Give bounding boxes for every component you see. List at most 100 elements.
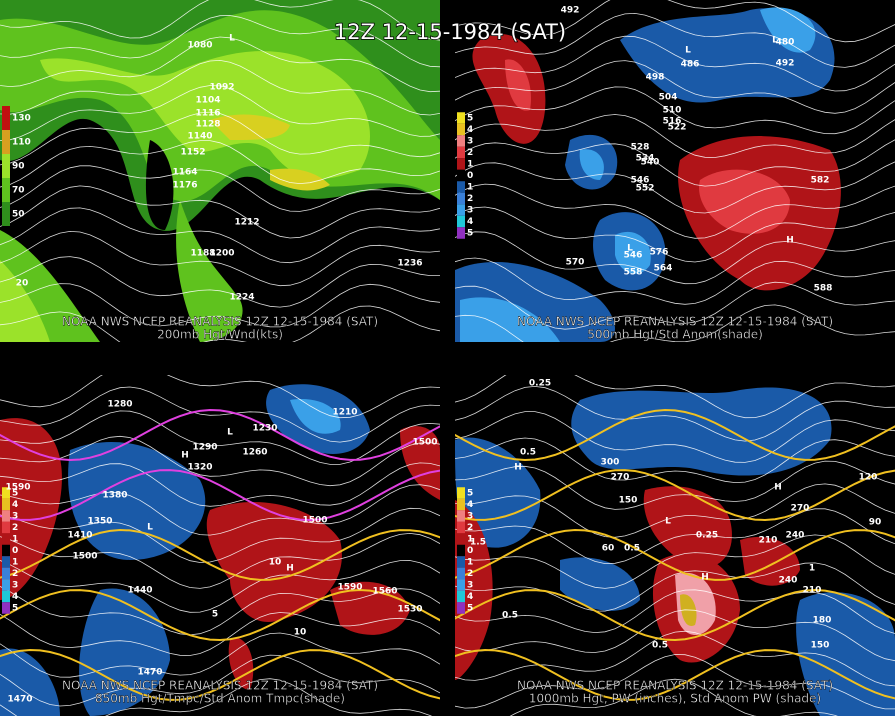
contour-label: 582: [811, 176, 830, 186]
contour: [455, 589, 895, 634]
contour-label: H: [181, 451, 189, 461]
legend-swatch: [457, 204, 465, 216]
contour: [0, 375, 440, 419]
contour-label: 1224: [229, 293, 254, 303]
contour-label: 1104: [195, 96, 220, 106]
contour-label: 1440: [127, 586, 152, 596]
isoline: [455, 588, 895, 642]
contour-label: 1: [809, 564, 815, 574]
contour-label: 1128: [195, 120, 220, 130]
contour-label: 1152: [180, 148, 205, 158]
legend-label: 3: [12, 512, 18, 522]
contour: [0, 59, 440, 116]
legend-swatch: [2, 130, 10, 154]
contour: [0, 585, 440, 636]
contour-label: L: [772, 36, 778, 46]
contour: [455, 35, 895, 92]
contour-label: 1320: [187, 463, 212, 473]
contour-label: 1410: [67, 531, 92, 541]
contour-label: 576: [650, 248, 669, 258]
legend-swatch: [457, 181, 465, 193]
subtitle: 850mb Hgt/Tmpc/Std Anom Tmpc(shade): [95, 692, 345, 706]
isoline: [0, 588, 440, 642]
contour-label: 1350: [87, 517, 112, 527]
contour-label: 210: [803, 586, 822, 596]
contour-label: 210: [759, 536, 778, 546]
legend-swatch: [457, 123, 465, 136]
contour: [455, 257, 895, 305]
isoline: [0, 408, 440, 462]
contour-label: 10: [294, 628, 307, 638]
contour: [0, 612, 440, 656]
panel-contours: [455, 375, 895, 716]
legend-label: 1: [12, 558, 18, 568]
contour-label: 20: [16, 279, 29, 289]
legend-swatch: [457, 192, 465, 205]
contour-label: 1212: [234, 218, 259, 228]
contour-label: H: [701, 573, 709, 583]
contour: [0, 410, 440, 465]
caption: NOAA NWS NCEP REANALYSIS 12Z 12-15-1984 …: [62, 315, 378, 329]
legend-label: 4: [12, 500, 18, 510]
contour-label: H: [774, 483, 782, 493]
contour-label: 1092: [209, 83, 234, 93]
legend-label: 0: [467, 546, 473, 556]
contour-label: 10: [269, 558, 282, 568]
contour: [0, 15, 440, 68]
contour-label: 1164: [172, 168, 197, 178]
contour-label: 150: [811, 641, 830, 651]
map-title: 12Z 12-15-1984 (SAT): [334, 20, 566, 44]
legend-label: 5: [467, 229, 473, 239]
pw-anomaly-shading: [455, 387, 895, 716]
contour: [0, 507, 440, 563]
contour-label: 0.5: [652, 641, 668, 651]
legend-swatch: [2, 178, 10, 202]
contour: [0, 484, 440, 536]
legend-swatch: [2, 106, 10, 130]
contour-label: 492: [776, 59, 795, 69]
isoline: [455, 648, 895, 701]
legend-label: 4: [467, 125, 473, 135]
legend-swatch: [2, 544, 10, 557]
panel-contours: [0, 0, 440, 342]
contour-label: 1210: [332, 408, 357, 418]
contour-label: 546: [631, 176, 650, 186]
contour-label: 1080: [187, 41, 212, 51]
contour-label: 1116: [195, 109, 220, 119]
legend-swatch: [457, 227, 465, 239]
contour: [455, 654, 895, 710]
isoline: [0, 528, 440, 581]
contour: [0, 654, 440, 707]
subtitle: 1000mb Hgt, PW (inches), Std Anom PW (sh…: [529, 692, 821, 706]
contour: [455, 385, 895, 442]
contour-label: 1176: [172, 181, 197, 191]
contour: [455, 60, 895, 114]
legend-swatch: [2, 498, 10, 511]
contour-label: 528: [631, 143, 650, 153]
legend-label: 2: [467, 194, 473, 204]
contour-label: 1470: [7, 695, 32, 705]
contour: [455, 304, 895, 342]
legend-swatch: [457, 215, 465, 228]
contour-label: 534: [636, 154, 655, 164]
legend-label: 2: [467, 569, 473, 579]
contour: [455, 630, 895, 687]
contour-label: H: [786, 236, 794, 246]
contour: [0, 559, 440, 613]
legend-label: 90: [12, 162, 25, 172]
legend-label: 4: [467, 592, 473, 602]
legend-swatch: [2, 556, 10, 568]
contour: [455, 483, 895, 538]
contour-label: 150: [619, 496, 638, 506]
legend-swatch: [457, 602, 465, 614]
legend-swatch: [2, 202, 10, 226]
legend-swatch: [2, 567, 10, 580]
contour-label: 492: [561, 6, 580, 16]
legend-label: 50: [12, 210, 25, 220]
legend-swatch: [2, 487, 10, 499]
contour-label: 60: [602, 544, 615, 554]
legend-swatch: [2, 579, 10, 591]
legend-label: 1: [467, 183, 473, 193]
